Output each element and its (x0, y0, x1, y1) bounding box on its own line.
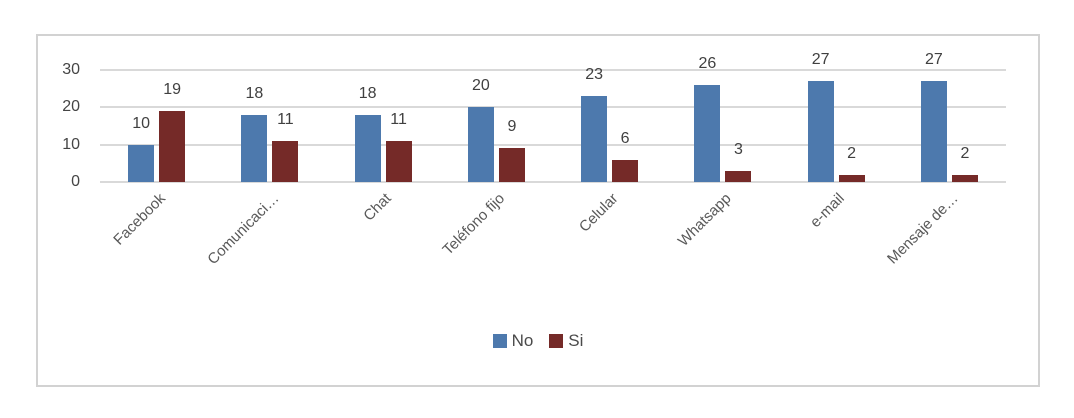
x-tick-label: Chat (360, 190, 396, 225)
bar-value-label: 11 (277, 110, 294, 128)
bar-value-label: 11 (390, 110, 407, 128)
bar-value-label: 10 (132, 114, 150, 132)
legend-swatch-si (549, 334, 564, 348)
legend-swatch-no (492, 334, 507, 348)
bar-si-7 (951, 174, 978, 182)
x-tick-label: Teléfono fijo (439, 190, 509, 259)
legend-item-si: Si (549, 331, 583, 351)
bar-value-label: 19 (163, 81, 181, 99)
bar-value-label: 18 (245, 84, 264, 102)
bar-no-6 (807, 81, 834, 182)
bar-value-label: 27 (924, 51, 943, 69)
legend-item-no: No (492, 331, 534, 351)
gridline (100, 106, 1006, 109)
gridline (100, 181, 1006, 183)
bar-no-2 (354, 114, 381, 182)
bar-no-0 (128, 144, 155, 182)
gridline (100, 69, 1006, 71)
bar-value-label: 9 (507, 118, 517, 136)
bar-si-0 (159, 111, 186, 182)
bar-no-3 (467, 107, 494, 182)
y-axis: 0 10 20 30 (38, 36, 84, 385)
x-tick-label: Comunicaci… (203, 190, 282, 269)
y-tick-label: 30 (62, 61, 80, 78)
y-tick-label: 10 (62, 135, 80, 153)
x-tick-label: Celular (575, 190, 622, 236)
legend-label: Si (568, 331, 584, 350)
bar-si-1 (272, 140, 299, 182)
bar-value-label: 27 (811, 51, 830, 69)
y-tick-label: 0 (71, 173, 80, 190)
bar-no-4 (581, 96, 608, 182)
gridline (100, 143, 1006, 146)
bar-si-5 (725, 170, 752, 182)
bar-si-6 (838, 174, 865, 182)
bar-no-7 (920, 81, 947, 182)
bar-value-label: 3 (733, 140, 743, 158)
x-tick-label: Mensaje de… (883, 190, 962, 268)
bar-value-label: 2 (847, 144, 857, 162)
chart-frame: 0 10 20 30 10 19 18 11 18 11 20 9 23 6 26 3 27 2 27 2 Face… (36, 34, 1040, 387)
y-tick-label: 20 (62, 98, 80, 116)
bar-value-label: 26 (698, 54, 717, 72)
x-tick-label: Whatsapp (675, 190, 735, 250)
bar-value-label: 6 (620, 129, 630, 147)
bar-si-3 (498, 148, 525, 182)
bar-no-1 (241, 114, 268, 182)
legend: No Si (38, 331, 1038, 351)
bar-no-5 (694, 84, 721, 182)
bar-value-label: 18 (358, 84, 377, 102)
legend-label: No (511, 331, 534, 350)
x-tick-label: e-mail (807, 190, 849, 231)
bar-si-2 (385, 140, 412, 182)
bar-value-label: 2 (960, 144, 970, 162)
x-tick-label: Facebook (110, 190, 169, 249)
plot-area: 10 19 18 11 18 11 20 9 23 6 26 3 27 2 27 2 (100, 51, 1006, 183)
bar-value-label: 20 (471, 77, 490, 95)
bar-value-label: 23 (585, 66, 603, 84)
bar-si-4 (612, 159, 639, 182)
